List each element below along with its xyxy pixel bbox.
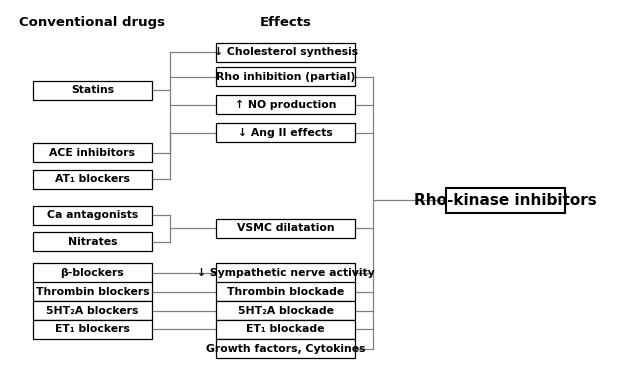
FancyBboxPatch shape [216,67,355,86]
FancyBboxPatch shape [216,301,355,320]
Text: ACE inhibitors: ACE inhibitors [49,148,135,158]
FancyBboxPatch shape [216,43,355,62]
Text: Thrombin blockade: Thrombin blockade [227,287,344,297]
FancyBboxPatch shape [33,320,152,339]
FancyBboxPatch shape [216,282,355,301]
Text: Rho-kinase inhibitors: Rho-kinase inhibitors [414,193,597,208]
FancyBboxPatch shape [216,263,355,283]
FancyBboxPatch shape [33,232,152,251]
FancyBboxPatch shape [33,81,152,100]
FancyBboxPatch shape [33,206,152,225]
FancyBboxPatch shape [446,188,565,213]
FancyBboxPatch shape [216,123,355,142]
Text: Nitrates: Nitrates [68,237,117,247]
FancyBboxPatch shape [33,282,152,301]
FancyBboxPatch shape [33,263,152,283]
FancyBboxPatch shape [33,301,152,320]
Text: ET₁ blockade: ET₁ blockade [247,324,325,334]
FancyBboxPatch shape [216,95,355,114]
Text: Growth factors, Cytokines: Growth factors, Cytokines [206,344,365,354]
FancyBboxPatch shape [33,170,152,189]
Text: Rho inhibition (partial): Rho inhibition (partial) [216,72,355,82]
FancyBboxPatch shape [216,219,355,238]
FancyBboxPatch shape [216,339,355,358]
Text: Statins: Statins [71,85,114,95]
Text: ↓ Ang II effects: ↓ Ang II effects [238,128,333,138]
Text: 5HT₂A blockade: 5HT₂A blockade [237,305,334,315]
Text: Ca antagonists: Ca antagonists [47,210,138,220]
Text: VSMC dilatation: VSMC dilatation [237,223,334,233]
Text: ET₁ blockers: ET₁ blockers [55,324,130,334]
Text: Conventional drugs: Conventional drugs [20,16,166,29]
Text: Effects: Effects [260,16,311,29]
Text: ↓ Sympathetic nerve activity: ↓ Sympathetic nerve activity [197,268,375,278]
Text: Thrombin blockers: Thrombin blockers [36,287,150,297]
Text: β-blockers: β-blockers [61,268,124,278]
Text: AT₁ blockers: AT₁ blockers [55,174,130,184]
FancyBboxPatch shape [216,320,355,339]
Text: ↓ Cholesterol synthesis: ↓ Cholesterol synthesis [213,47,358,57]
Text: 5HT₂A blockers: 5HT₂A blockers [46,305,138,315]
FancyBboxPatch shape [33,143,152,162]
Text: ↑ NO production: ↑ NO production [235,100,336,110]
